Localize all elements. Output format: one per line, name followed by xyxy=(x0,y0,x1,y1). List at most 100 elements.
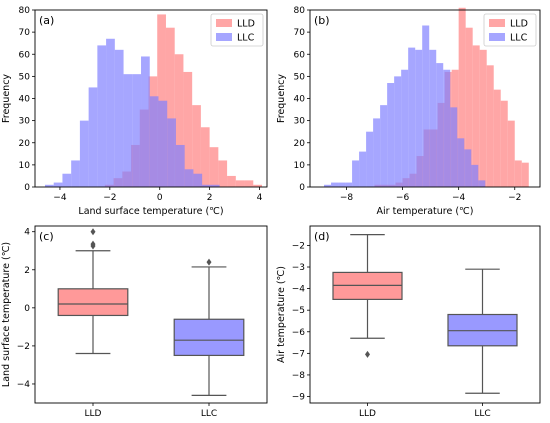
histogram-bar-lld xyxy=(235,180,245,187)
histogram-bar-llc xyxy=(114,49,124,188)
histogram-bar-llc xyxy=(436,63,444,187)
y-tick-label: −4 xyxy=(292,285,306,295)
histogram-bar-llc xyxy=(141,56,150,188)
y-tick-label: 0 xyxy=(24,183,30,193)
axes-frame xyxy=(309,225,541,404)
y-axis-label: Land surface temperature (℃) xyxy=(1,242,12,387)
histogram-bar-llc xyxy=(408,47,416,187)
x-tick-label: −2 xyxy=(103,193,116,203)
histogram-bar-lld xyxy=(507,120,515,187)
histogram-bar-llc xyxy=(373,118,381,187)
y-tick-label: 30 xyxy=(19,117,31,127)
histogram-bar-llc xyxy=(71,160,80,187)
histogram-bar-llc xyxy=(464,149,472,187)
chart-panel-3: LLD LLC −4 −2 0 2 4 Land surface temperature (℃… xyxy=(1,225,268,419)
x-tick-label: LLC xyxy=(201,409,217,419)
y-tick-label: 2 xyxy=(24,266,30,276)
histogram-bar-llc xyxy=(478,180,486,187)
panel-label: (b) xyxy=(314,14,330,27)
histogram-bar-llc xyxy=(429,49,437,188)
histogram-bar-lld xyxy=(521,162,529,187)
histogram-bar-llc xyxy=(202,184,211,187)
x-tick-label: −4 xyxy=(452,193,466,203)
histogram-bar-llc xyxy=(471,164,479,187)
histogram-bar-lld xyxy=(165,27,175,188)
histogram-bar-lld xyxy=(253,184,263,187)
histogram-bar-llc xyxy=(450,107,458,187)
y-tick-label: 80 xyxy=(19,6,31,16)
y-axis-label: Air temperature (℃) xyxy=(276,266,287,363)
histogram-bar-llc xyxy=(352,160,360,187)
x-tick-label: −6 xyxy=(396,193,410,203)
histogram-bar-llc xyxy=(401,69,409,187)
y-tick-label: 60 xyxy=(19,50,31,60)
histogram-bar-llc xyxy=(338,182,346,187)
x-tick-label: −2 xyxy=(508,193,521,203)
histogram-bar-lld xyxy=(493,89,501,187)
y-tick-label: −8 xyxy=(292,371,306,381)
panel-label: (c) xyxy=(39,230,54,243)
histogram-bar-llc xyxy=(193,173,203,187)
legend-swatch-lld xyxy=(489,19,505,27)
x-tick-label: LLD xyxy=(85,409,102,419)
panel-label: (a) xyxy=(39,14,54,27)
histogram-bar-llc xyxy=(175,144,185,187)
x-axis-label: Air temperature (℃) xyxy=(377,206,474,217)
x-tick-label: LLD xyxy=(359,409,376,419)
histogram-bar-llc xyxy=(457,138,465,187)
histogram-bar-llc xyxy=(324,184,332,187)
y-tick-label: 70 xyxy=(19,28,31,38)
histogram-bar-lld xyxy=(209,147,219,187)
y-tick-label: 0 xyxy=(24,304,30,314)
histogram-bar-lld xyxy=(227,175,236,187)
histogram-bar-lld xyxy=(472,45,480,188)
legend-swatch-llc xyxy=(489,33,505,41)
y-tick-label: −9 xyxy=(292,393,306,403)
histogram-bar-llc xyxy=(44,184,54,187)
histogram-bar-llc xyxy=(415,49,423,188)
histogram-bar-lld xyxy=(486,65,494,187)
x-tick-label: 4 xyxy=(257,193,263,203)
y-tick-label: 30 xyxy=(294,117,306,127)
y-tick-label: −7 xyxy=(292,349,305,359)
histogram-bar-llc xyxy=(394,76,402,187)
histogram-bar-llc xyxy=(210,184,220,187)
chart-panel-4: LLD LLC −9 −8 −7 −6 −5 −4 −3 −2 Air temperature (℃… xyxy=(276,225,541,419)
chart-panel-1: −4 −2 0 2 4 Land surface temperature (℃) LLD LL… xyxy=(1,6,268,217)
histogram-bar-llc xyxy=(158,100,168,187)
histogram-bar-lld xyxy=(192,105,201,187)
histogram-bar-lld xyxy=(183,71,193,187)
axes-frame xyxy=(309,9,541,188)
histogram-bar-llc xyxy=(387,83,395,187)
y-axis-label: Frequency xyxy=(276,74,287,123)
x-axis-label: Land surface temperature (℃) xyxy=(78,206,223,217)
histogram-bar-lld xyxy=(500,100,508,187)
histogram-bar-llc xyxy=(167,118,176,187)
y-tick-label: −5 xyxy=(292,306,305,316)
histogram-bar-llc xyxy=(184,169,194,187)
y-tick-label: 0 xyxy=(299,183,305,193)
y-tick-label: 10 xyxy=(19,161,31,171)
outlier-marker xyxy=(206,258,212,266)
y-tick-label: 20 xyxy=(294,139,306,149)
y-tick-label: 10 xyxy=(294,161,306,171)
legend-label-lld: LLD xyxy=(510,19,528,30)
y-tick-label: 4 xyxy=(24,228,30,238)
y-tick-label: 50 xyxy=(294,72,306,82)
histogram-bar-lld xyxy=(479,49,487,188)
histogram-bar-llc xyxy=(443,69,451,187)
histogram-bar-llc xyxy=(366,131,374,187)
x-tick-label: −8 xyxy=(340,193,354,203)
box-llc xyxy=(173,318,245,357)
histogram-bar-llc xyxy=(149,96,159,187)
outlier-marker xyxy=(90,240,96,248)
legend-label-lld: LLD xyxy=(237,19,255,30)
legend-label-llc: LLC xyxy=(237,33,255,44)
histogram-bar-lld xyxy=(465,27,473,188)
outlier-marker xyxy=(365,350,370,358)
legend-swatch-llc xyxy=(216,33,232,41)
y-tick-label: 80 xyxy=(294,6,306,16)
chart-panel-2: −8 −6 −4 −2 Air temperature (℃) LLD LLC 0 10 20 30… xyxy=(276,6,541,217)
legend-swatch-lld xyxy=(216,19,232,27)
